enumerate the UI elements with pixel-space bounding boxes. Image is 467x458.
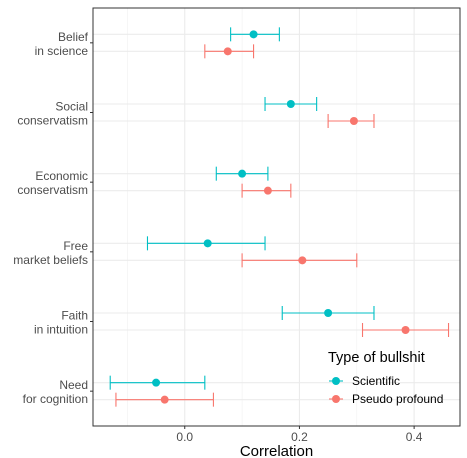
data-point xyxy=(349,117,358,125)
data-point xyxy=(223,47,232,56)
x-tick-label: 0.2 xyxy=(291,430,308,444)
data-point xyxy=(401,326,410,334)
y-tick-label-line: Faith xyxy=(61,309,88,323)
data-point xyxy=(238,169,247,178)
y-tick-label: Economic conservatism xyxy=(17,169,88,197)
legend-label: Pseudo profound xyxy=(352,392,443,406)
data-point xyxy=(298,256,307,265)
y-tick-label-line: in science xyxy=(35,44,89,58)
plot-panel xyxy=(92,7,461,427)
y-tick-label: Need for cognition xyxy=(23,378,88,406)
data-point xyxy=(160,395,169,404)
legend-title: Type of bullshit xyxy=(328,350,425,366)
y-tick-label-line: conservatism xyxy=(17,183,88,197)
y-tick-label: Social conservatism xyxy=(17,100,88,128)
y-tick-label: Free market beliefs xyxy=(13,239,88,267)
plot-border xyxy=(92,7,461,427)
x-tick-label: 0.0 xyxy=(176,430,193,444)
data-point xyxy=(286,100,295,108)
data-point xyxy=(324,309,333,317)
y-tick-label: Faith in intuition xyxy=(34,309,88,337)
y-tick-label-line: in intuition xyxy=(34,323,88,337)
y-tick-label-line: for cognition xyxy=(23,392,88,406)
data-point xyxy=(203,239,212,248)
y-tick-label-line: market beliefs xyxy=(13,253,88,267)
data-point xyxy=(263,186,272,195)
y-tick-label-line: Belief xyxy=(58,30,89,44)
y-tick-label-line: Need xyxy=(59,378,88,392)
legend-key-point xyxy=(332,395,340,403)
x-axis: 0.0 0.2 0.4 xyxy=(176,426,423,444)
data-point xyxy=(249,30,258,39)
x-tick-label: 0.4 xyxy=(406,430,423,444)
legend-key-point xyxy=(332,377,340,385)
legend: Type of bullshit Scientific Pseudo profou… xyxy=(328,350,443,406)
legend-label: Scientific xyxy=(352,374,400,388)
y-tick-label-line: Free xyxy=(63,239,88,253)
y-tick-label-line: conservatism xyxy=(17,114,88,128)
x-axis-title: Correlation xyxy=(240,443,313,458)
data-marks xyxy=(109,27,450,407)
y-tick-label: Belief in science xyxy=(35,30,89,58)
y-tick-label-line: Social xyxy=(55,100,88,114)
data-point xyxy=(152,378,161,387)
y-tick-label-line: Economic xyxy=(35,169,88,183)
